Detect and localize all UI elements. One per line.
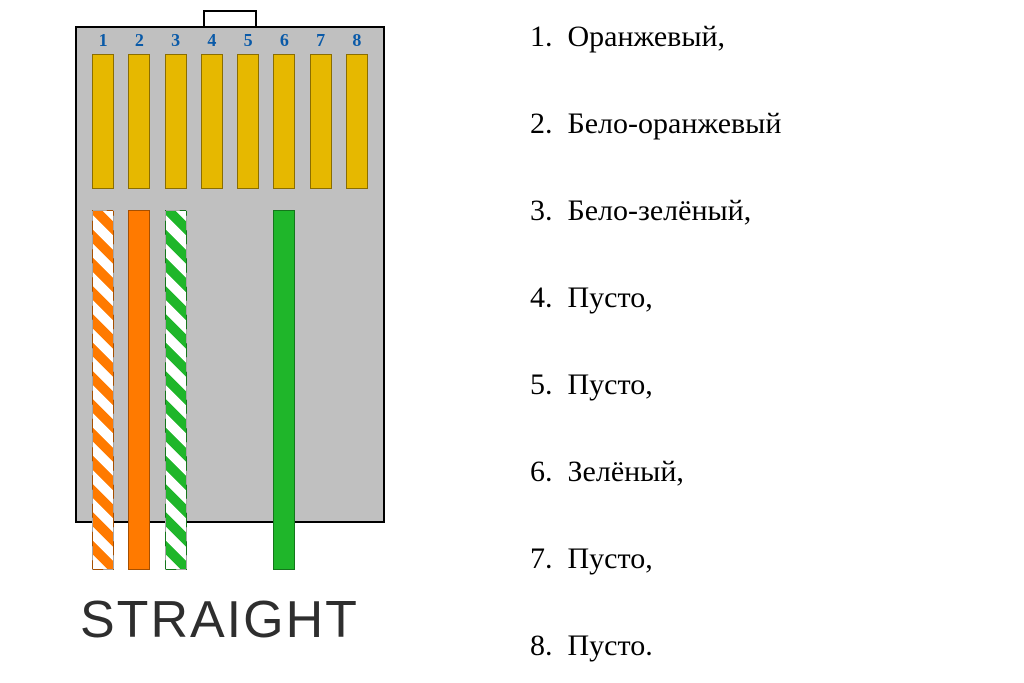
diagram-panel: 1 2 3 4 5 6 7 8 [0,0,450,683]
wire [128,210,150,570]
wire-slot-8 [346,210,368,570]
pin-number: 5 [237,30,259,52]
legend-item-text: Пусто, [568,368,653,401]
wire [273,210,295,570]
legend-item-number: 6. [530,455,553,488]
pin-number: 8 [346,30,368,52]
wires-row [85,210,375,570]
legend-item: 6. Зелёный, [530,455,1004,489]
legend-item: 5. Пусто, [530,368,1004,402]
legend-item-text: Пусто, [568,281,653,314]
wire-slot-3 [165,210,187,570]
page-container: 1 2 3 4 5 6 7 8 [0,0,1024,683]
legend-item-text: Пусто, [568,542,653,575]
pin-number: 6 [273,30,295,52]
legend-panel: 1. Оранжевый, 2. Бело-оранжевый 3. Бело-… [450,0,1024,683]
legend-item-text: Бело-оранжевый [568,107,782,140]
pin-numbers-row: 1 2 3 4 5 6 7 8 [85,30,375,52]
gold-contact [128,54,150,189]
legend-item-text: Оранжевый, [568,20,726,53]
gold-contact [92,54,114,189]
wire-slot-2 [128,210,150,570]
gold-contact [201,54,223,189]
gold-contact [346,54,368,189]
legend-item: 4. Пусто, [530,281,1004,315]
wire [92,210,114,570]
legend-item: 8. Пусто. [530,629,1004,663]
legend-item-number: 8. [530,629,553,662]
legend-item-number: 5. [530,368,553,401]
gold-contacts-row [85,54,375,189]
diagram-label: STRAIGHT [80,590,359,650]
pin-number: 1 [92,30,114,52]
wire-slot-1 [92,210,114,570]
legend-item-number: 4. [530,281,553,314]
pin-number: 7 [310,30,332,52]
wire-slot-7 [310,210,332,570]
legend-item: 3. Бело-зелёный, [530,194,1004,228]
gold-contact [310,54,332,189]
legend-item: 7. Пусто, [530,542,1004,576]
legend-item-text: Бело-зелёный, [568,194,752,227]
pin-number: 2 [128,30,150,52]
gold-contact [165,54,187,189]
wire [165,210,187,570]
wire-slot-6 [273,210,295,570]
gold-contact [273,54,295,189]
gold-contact [237,54,259,189]
legend-item-text: Зелёный, [568,455,684,488]
legend-item: 1. Оранжевый, [530,20,1004,54]
legend-item-number: 1. [530,20,553,53]
legend-item: 2. Бело-оранжевый [530,107,1004,141]
legend-item-number: 2. [530,107,553,140]
rj45-connector: 1 2 3 4 5 6 7 8 [75,10,385,525]
wire-slot-5 [237,210,259,570]
pin-number: 4 [201,30,223,52]
legend-item-number: 7. [530,542,553,575]
pin-number: 3 [165,30,187,52]
legend-item-number: 3. [530,194,553,227]
legend-item-text: Пусто. [568,629,653,662]
wire-slot-4 [201,210,223,570]
